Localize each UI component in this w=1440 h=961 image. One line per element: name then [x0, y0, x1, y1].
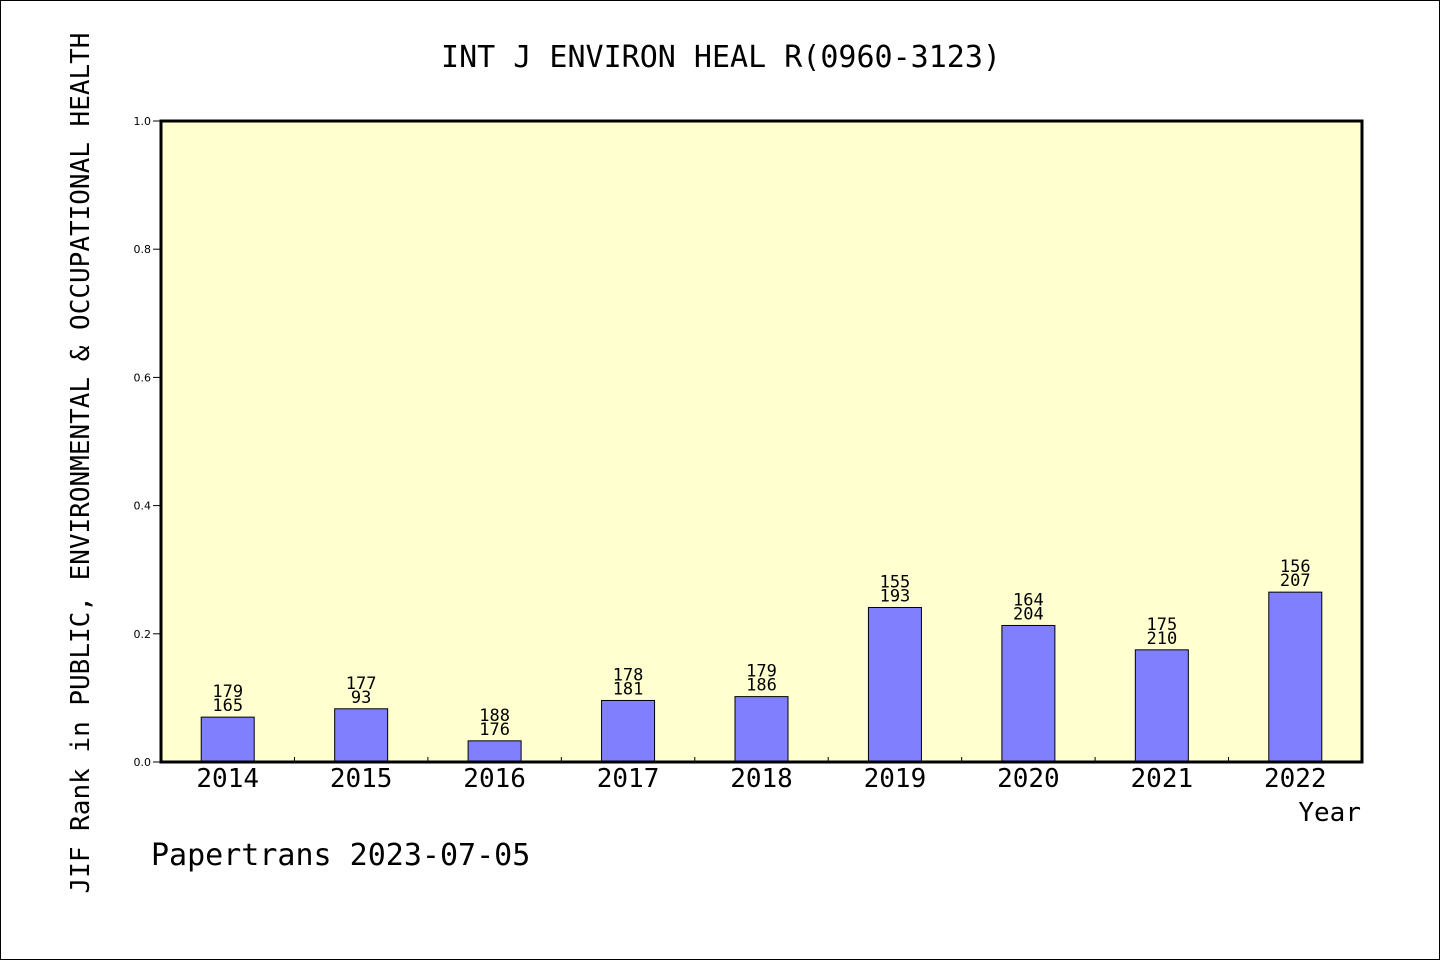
x-axis-ticks: 2014 2015 2016 2017 2018 2019 2020 2021 2022	[196, 757, 1327, 794]
bar-label-top-2019: 155	[880, 573, 911, 593]
bar-2014	[200, 716, 255, 763]
y-tick-label: 0.0	[134, 756, 152, 769]
bar-label-bottom-2019: 193	[880, 587, 911, 607]
x-tick-label-2014: 2014	[196, 764, 259, 794]
bar-2019	[867, 607, 922, 763]
y-axis-label: JIF Rank in PUBLIC, ENVIRONMENTAL & OCCU…	[66, 33, 96, 894]
y-tick-label: 0.4	[134, 500, 152, 513]
bar-label-top-2018: 179	[746, 662, 777, 682]
bar-label-bottom-2015: 93	[351, 688, 371, 708]
bar-label-bottom-2017: 181	[613, 679, 644, 699]
x-tick-label-2016: 2016	[463, 764, 526, 794]
bar-2021	[1134, 649, 1189, 763]
y-tick-label: 0.8	[134, 243, 152, 256]
bar-label-top-2017: 178	[613, 665, 644, 685]
bar-label-top-2016: 188	[479, 706, 510, 726]
bar-label-top-2014: 179	[212, 682, 243, 702]
bar-label-top-2021: 175	[1146, 615, 1177, 635]
y-tick-label: 1.0	[134, 115, 152, 128]
x-tick-label-2017: 2017	[597, 764, 660, 794]
chart-title: INT J ENVIRON HEAL R(0960-3123)	[441, 40, 1001, 75]
bar-label-top-2015: 177	[346, 674, 377, 694]
plot-border	[159, 119, 1364, 764]
bar-label-bottom-2021: 210	[1146, 629, 1177, 649]
bar-label-bottom-2018: 186	[746, 676, 777, 696]
x-tick-label-2015: 2015	[330, 764, 393, 794]
bar-2016	[467, 740, 522, 763]
y-tick-label: 0.2	[134, 628, 152, 641]
x-tick-label-2022: 2022	[1264, 764, 1327, 794]
y-tick-label: 0.6	[134, 371, 152, 384]
x-tick-label-2020: 2020	[997, 764, 1060, 794]
bar-label-bottom-2020: 204	[1013, 604, 1044, 624]
bar-label-bottom-2014: 165	[212, 696, 243, 716]
bar-label-bottom-2016: 176	[479, 720, 510, 740]
x-tick-label-2018: 2018	[730, 764, 793, 794]
bar-2020	[1001, 624, 1056, 763]
x-axis-label: Year	[1298, 798, 1361, 828]
bar-label-top-2022: 156	[1280, 557, 1311, 577]
bar-label-bottom-2022: 207	[1280, 571, 1311, 591]
x-tick-label-2021: 2021	[1131, 764, 1194, 794]
y-axis-ticks: 0.0 0.2 0.4 0.6 0.8 1.0	[134, 115, 161, 769]
footer-text: Papertrans 2023-07-05	[151, 838, 530, 873]
bar-2022	[1268, 591, 1323, 763]
bar-2017	[601, 699, 656, 763]
bar-label-top-2020: 164	[1013, 590, 1044, 610]
x-tick-label-2019: 2019	[864, 764, 927, 794]
bar-2018	[734, 696, 789, 763]
bar-2015	[334, 708, 389, 763]
